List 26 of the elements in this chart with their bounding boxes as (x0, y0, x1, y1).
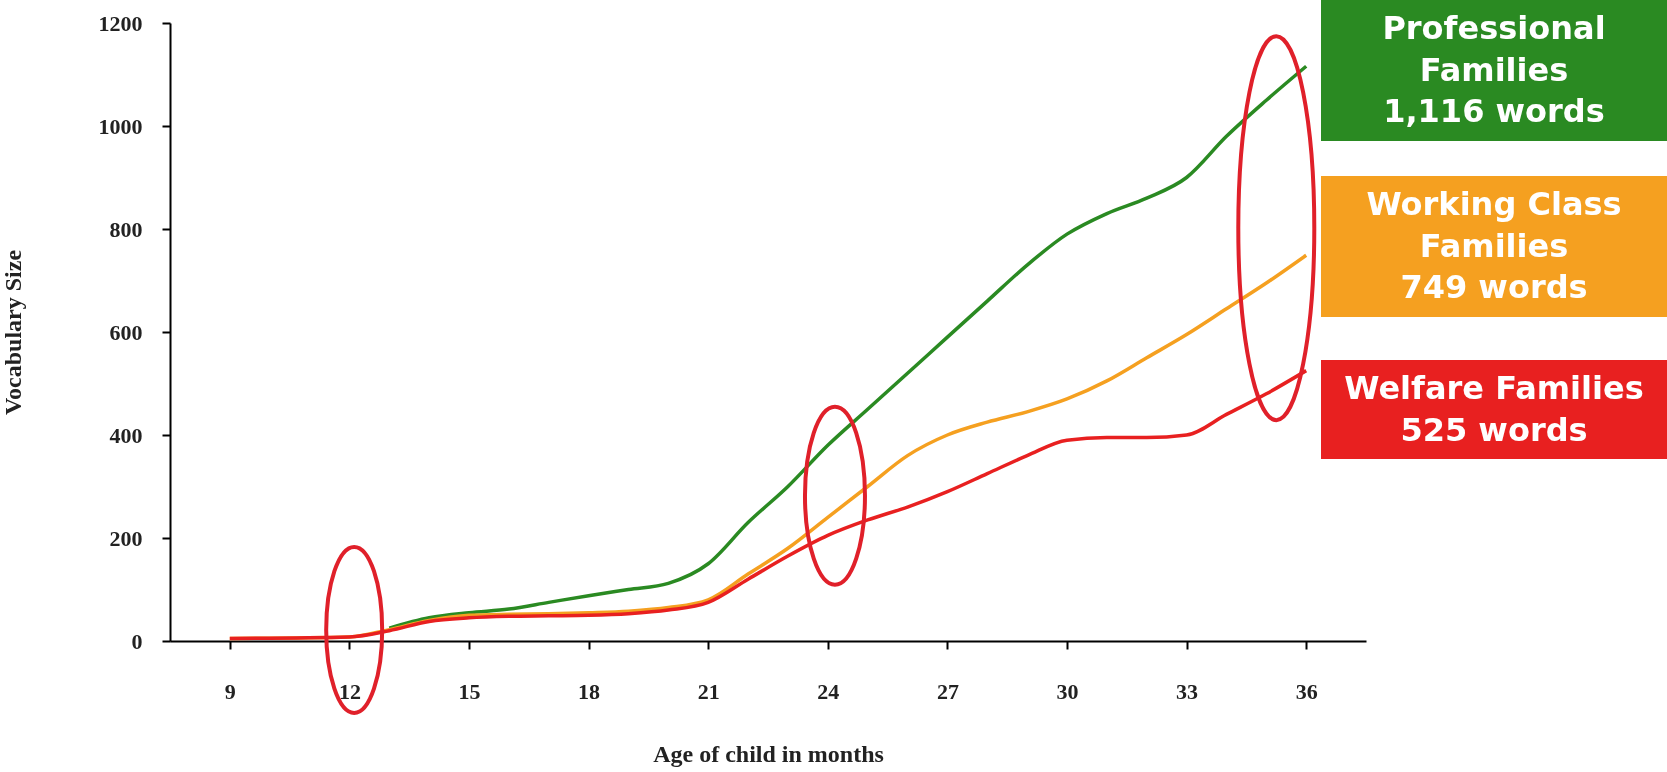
y-axis-title: Vocabulary Size (0, 249, 26, 416)
x-tick-label: 12 (338, 678, 361, 704)
x-tick-label: 15 (458, 678, 481, 704)
x-tick-label: 36 (1295, 678, 1318, 704)
series-label: Working Class Families (1365, 184, 1623, 267)
x-tick-label: 27 (936, 678, 959, 704)
series-label: Welfare Families (1343, 368, 1645, 409)
x-tick-label: 9 (224, 678, 236, 704)
y-tick-label: 1000 (98, 113, 143, 139)
line-series (387, 64, 1308, 630)
y-tick-label: 400 (109, 422, 143, 448)
x-tick-label: 30 (1056, 678, 1079, 704)
y-tick-label: 200 (109, 525, 143, 551)
y-tick-label: 1200 (98, 10, 143, 36)
y-tick-label: 600 (109, 319, 143, 345)
x-tick-label: 21 (697, 678, 720, 704)
x-tick-label: 33 (1176, 678, 1199, 704)
y-tick-label: 800 (109, 216, 143, 242)
label-box: Welfare Families 525 words (1321, 360, 1667, 460)
label-box: Professional Families 1,116 words (1321, 0, 1667, 141)
label-box: Working Class Families 749 words (1321, 176, 1667, 317)
x-tick-label: 18 (578, 678, 601, 704)
y-tick-label: 0 (131, 628, 143, 654)
x-tick-label: 24 (817, 678, 840, 704)
x-axis-title: Age of child in months (653, 740, 884, 767)
line-series (228, 368, 1308, 641)
